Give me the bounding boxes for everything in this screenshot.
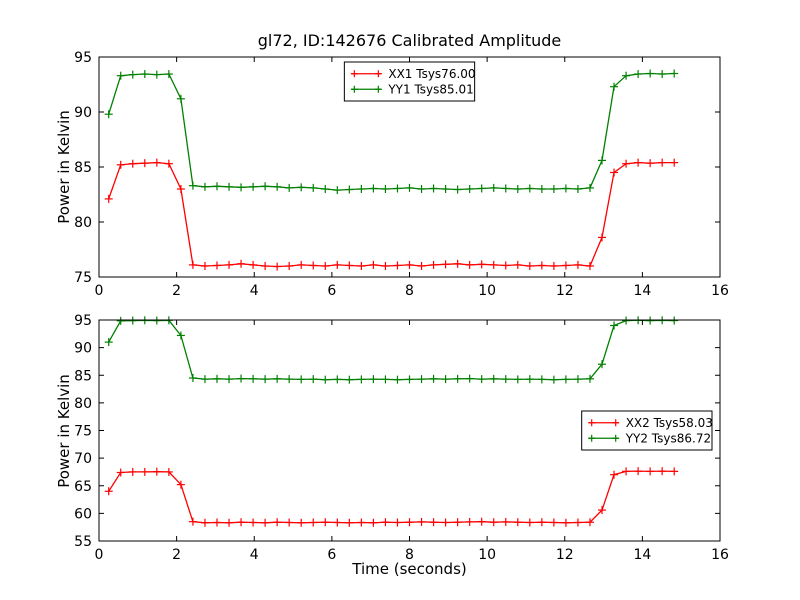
y-tick-label: 80 [74,215,92,231]
series-line [108,319,675,381]
x-tick-label: 10 [478,283,496,299]
legend-label: YY2 Tsys86.72 [625,431,711,445]
y-tick-label: 95 [74,50,92,66]
y-axis-label-top: Power in Kelvin [55,110,73,224]
x-tick-label: 4 [250,283,259,299]
subplot-0: 0 2 4 6 8 10 12 14 16 75 80 85 90 95 XX1 Tsys76.00YY1 … [74,50,729,299]
legend-label: YY1 Tsys85.01 [387,82,473,96]
x-tick-label: 16 [711,547,729,563]
x-tick-label: 0 [95,283,104,299]
y-axis-label-bottom: Power in Kelvin [55,374,73,488]
y-tick-label: 90 [74,341,92,357]
x-tick-label: 12 [556,283,574,299]
series-yy2 [104,316,679,384]
legend-label: XX2 Tsys58.03 [626,416,713,430]
y-tick-label: 65 [74,479,92,495]
legend-box [581,410,713,451]
legend-box [343,61,476,102]
x-tick-label: 14 [633,283,651,299]
y-tick-label: 80 [74,396,92,412]
y-tick-label: 95 [74,313,92,329]
series-yy1 [104,69,679,195]
series-line [108,161,675,268]
x-tick-label: 10 [478,547,496,563]
x-tick-label: 4 [250,547,259,563]
x-tick-label: 6 [327,547,336,563]
y-tick-label: 75 [74,424,92,440]
x-tick-label: 2 [172,283,181,299]
y-tick-label: 85 [74,368,92,384]
x-tick-label: 16 [711,283,729,299]
x-tick-label: 2 [172,547,181,563]
y-tick-label: 60 [74,506,92,522]
series-line [108,470,675,524]
subplot-1: 0 2 4 6 8 10 12 14 16 55 60 65 70 75 80 85 90 95 XX2 Tsys5… [74,313,729,563]
x-tick-label: 0 [95,547,104,563]
series-xx2 [104,467,679,527]
x-tick-label: 8 [405,283,414,299]
y-tick-label: 90 [74,105,92,121]
series-xx1 [104,158,679,271]
y-tick-label: 85 [74,160,92,176]
x-tick-label: 8 [405,547,414,563]
x-tick-label: 12 [556,547,574,563]
legend-label: XX1 Tsys76.00 [388,67,475,81]
y-tick-label: 75 [74,270,92,286]
x-tick-label: 6 [327,283,336,299]
x-tick-label: 14 [633,547,651,563]
y-tick-label: 70 [74,451,92,467]
x-axis-label: Time (seconds) [352,560,467,578]
chart-title: gl72, ID:142676 Calibrated Amplitude [257,31,562,50]
y-tick-label: 55 [74,534,92,550]
